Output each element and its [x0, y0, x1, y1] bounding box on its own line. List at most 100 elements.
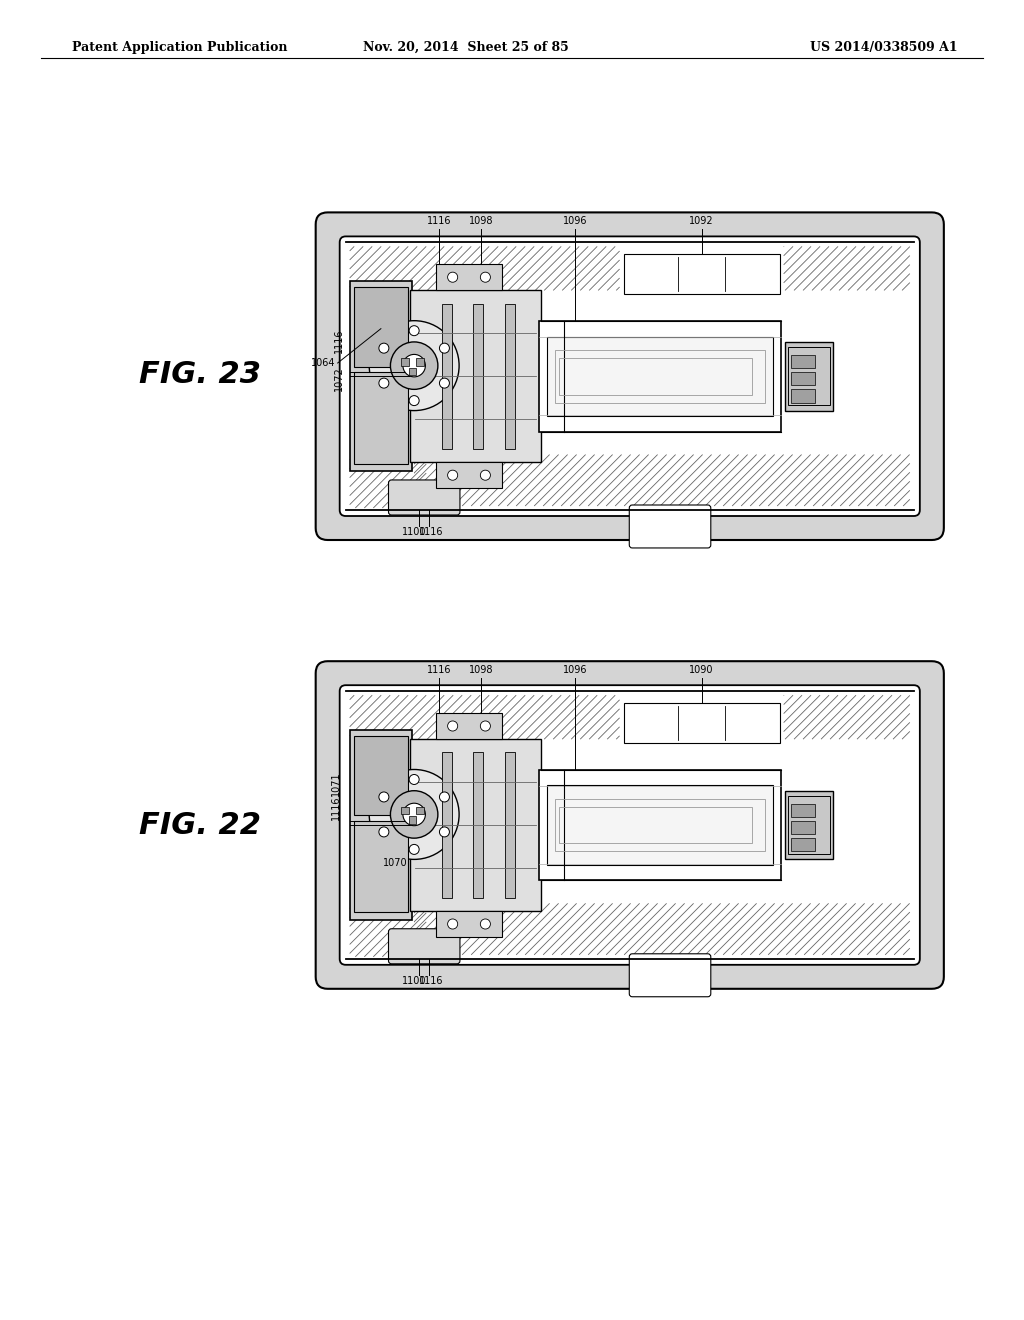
Bar [539, 321, 780, 432]
Circle shape [379, 378, 389, 388]
Text: 1090: 1090 [689, 665, 714, 676]
FancyBboxPatch shape [340, 236, 920, 516]
Text: 1116: 1116 [419, 527, 443, 537]
Bar [401, 358, 409, 366]
Circle shape [379, 792, 389, 803]
Bar [547, 337, 773, 416]
Text: 1098: 1098 [469, 665, 493, 676]
Bar [353, 821, 409, 912]
Circle shape [379, 343, 389, 354]
Bar [441, 752, 452, 898]
Bar [353, 286, 409, 367]
Text: 1116: 1116 [334, 329, 344, 352]
Bar [409, 816, 416, 824]
Circle shape [439, 343, 450, 354]
Bar [791, 804, 815, 817]
Bar [410, 290, 541, 462]
Circle shape [447, 272, 458, 282]
Text: US 2014/0338509 A1: US 2014/0338509 A1 [810, 41, 957, 54]
Bar [791, 355, 815, 368]
Circle shape [351, 752, 476, 876]
Circle shape [447, 721, 458, 731]
Circle shape [447, 470, 458, 480]
Bar [784, 791, 834, 859]
Circle shape [439, 792, 450, 803]
Bar [555, 350, 765, 403]
Circle shape [370, 321, 459, 411]
Bar [784, 342, 834, 411]
Bar [410, 739, 541, 911]
Circle shape [410, 775, 419, 784]
Text: 1070: 1070 [383, 858, 408, 869]
FancyBboxPatch shape [315, 661, 944, 989]
Circle shape [439, 826, 450, 837]
Text: FIG. 23: FIG. 23 [138, 360, 261, 389]
Circle shape [410, 845, 419, 854]
Circle shape [480, 470, 490, 480]
Circle shape [447, 919, 458, 929]
FancyBboxPatch shape [388, 480, 460, 515]
Circle shape [410, 396, 419, 405]
Text: Nov. 20, 2014  Sheet 25 of 85: Nov. 20, 2014 Sheet 25 of 85 [364, 41, 568, 54]
Bar [791, 389, 815, 403]
Bar [416, 358, 424, 366]
Circle shape [402, 354, 425, 378]
Bar [791, 838, 815, 851]
Circle shape [439, 378, 450, 388]
Bar [349, 281, 412, 471]
Bar [624, 704, 779, 743]
Text: 1071: 1071 [331, 771, 341, 796]
Bar [791, 372, 815, 385]
Circle shape [370, 770, 459, 859]
Text: 1116: 1116 [427, 216, 452, 227]
FancyBboxPatch shape [630, 506, 711, 548]
FancyBboxPatch shape [630, 954, 711, 997]
Bar [787, 347, 830, 405]
Bar [539, 770, 780, 880]
Bar [791, 821, 815, 834]
Bar [505, 752, 515, 898]
Bar [555, 799, 765, 851]
Text: Patent Application Publication: Patent Application Publication [72, 41, 287, 54]
Bar [349, 730, 412, 920]
Bar [787, 796, 830, 854]
FancyBboxPatch shape [315, 213, 944, 540]
Circle shape [480, 721, 490, 731]
Bar [441, 304, 452, 449]
Circle shape [410, 326, 419, 335]
FancyBboxPatch shape [388, 929, 460, 964]
Text: 1064: 1064 [311, 358, 336, 368]
Bar [436, 911, 502, 937]
Text: 1116: 1116 [331, 796, 341, 821]
Bar [547, 785, 773, 865]
Circle shape [480, 919, 490, 929]
Text: 1116: 1116 [419, 975, 443, 986]
Bar [624, 255, 779, 294]
Circle shape [480, 272, 490, 282]
Bar [348, 440, 414, 512]
Text: 1096: 1096 [563, 216, 588, 227]
Bar [436, 713, 502, 739]
Bar [416, 807, 424, 814]
Circle shape [402, 803, 425, 826]
Bar [401, 807, 409, 814]
Bar [559, 358, 753, 395]
Bar [473, 304, 483, 449]
Circle shape [379, 826, 389, 837]
Text: 1100: 1100 [402, 975, 426, 986]
Text: FIG. 22: FIG. 22 [138, 810, 261, 840]
Text: 1092: 1092 [689, 216, 714, 227]
Text: 1098: 1098 [469, 216, 493, 227]
Text: 1100: 1100 [402, 527, 426, 537]
Bar [473, 752, 483, 898]
Bar [436, 264, 502, 290]
Bar [436, 462, 502, 488]
FancyBboxPatch shape [340, 685, 920, 965]
Bar [348, 888, 414, 961]
Bar [353, 735, 409, 816]
Bar [505, 304, 515, 449]
Circle shape [351, 304, 476, 428]
Text: 1116: 1116 [427, 665, 452, 676]
Circle shape [390, 342, 438, 389]
Circle shape [390, 791, 438, 838]
